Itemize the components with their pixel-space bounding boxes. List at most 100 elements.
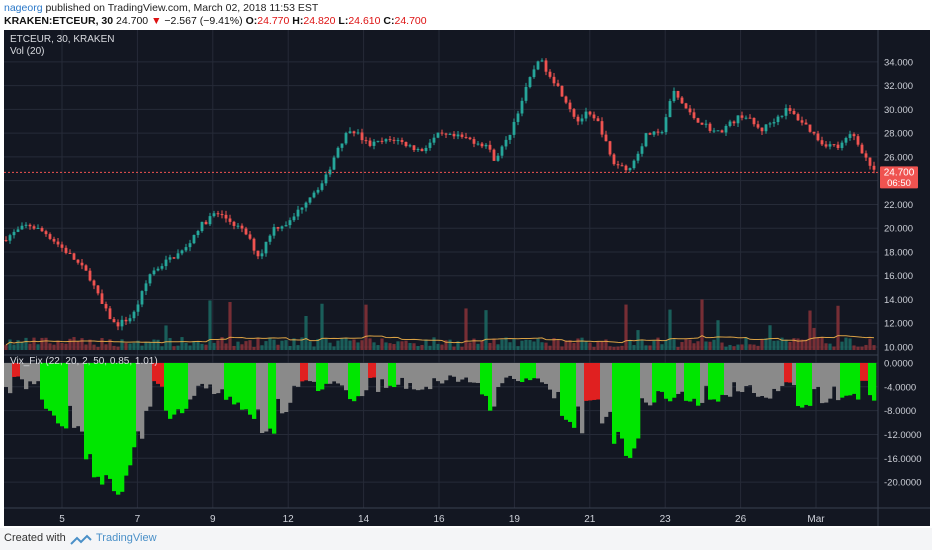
candle-body [716, 130, 720, 132]
candle-body [288, 220, 292, 226]
candle-body [348, 131, 352, 134]
candle-body [512, 121, 516, 135]
volume-bar [616, 346, 620, 350]
author-link[interactable]: nageorg [4, 2, 43, 14]
candle-body [316, 189, 320, 193]
vix-fix-bar [144, 362, 149, 411]
volume-bar [624, 304, 628, 350]
volume-bar [824, 343, 828, 350]
candle-body [412, 145, 416, 151]
candle-body [624, 165, 628, 171]
price-tick-label: 12.000 [884, 319, 913, 330]
vix-fix-bar [804, 362, 809, 405]
vix-fix-bar [784, 362, 789, 383]
vix-fix-bar [280, 362, 285, 414]
volume-bar [340, 338, 344, 350]
candle-body [292, 216, 296, 221]
vix-fix-bar [872, 362, 877, 401]
candle-body [508, 134, 512, 140]
vix-fix-bar [324, 362, 329, 384]
tradingview-brand[interactable]: TradingView [96, 532, 157, 544]
volume-bar [184, 342, 188, 350]
chart-canvas[interactable]: 34.00032.00030.00028.00026.00024.00022.0… [0, 0, 932, 528]
vix-fix-bar [452, 362, 457, 377]
vix-fix-bar [596, 362, 601, 400]
candle-body [48, 234, 52, 239]
candle-body [176, 253, 180, 259]
vix-fix-bar [604, 362, 609, 417]
volume-bar [416, 346, 420, 350]
candle-body [4, 240, 8, 242]
volume-bar [148, 341, 152, 350]
volume-bar [280, 340, 284, 350]
candle-body [172, 257, 176, 259]
vix-fix-bar [568, 362, 573, 422]
vix-fix-bar [304, 362, 309, 381]
candle-body [400, 140, 404, 142]
candle-body [160, 266, 164, 269]
candle-body [72, 253, 76, 260]
vix-fix-bar [36, 362, 41, 382]
time-axis[interactable]: 5 7 9 12 14 16 19 21 23 26 Mar [59, 514, 825, 525]
candle-body [668, 101, 672, 118]
vix-fix-bar [12, 362, 17, 377]
volume-moving-average [5, 335, 875, 346]
volume-bar [608, 346, 612, 350]
vix-fix-bar [712, 362, 717, 400]
volume-bar [44, 337, 48, 350]
indicator-axis[interactable]: 0.0000 -4.0000 -8.0000 -12.0000 -16.0000 -20.… [884, 358, 922, 488]
candle-body [372, 141, 376, 146]
vix-fix-bar [432, 362, 437, 379]
candle-body [132, 311, 136, 319]
vix-fix-bar [676, 362, 681, 394]
candle-body [436, 132, 440, 138]
vix-fix-bar [444, 362, 449, 381]
volume-bar [16, 340, 20, 350]
candle-body [460, 134, 464, 137]
high-value: 24.820 [303, 15, 336, 27]
volume-bar [456, 341, 460, 350]
volume-bar [316, 338, 320, 350]
indicator-tick-label: -16.0000 [884, 454, 922, 465]
candle-body [804, 122, 808, 125]
vix-fix-bar [524, 362, 529, 379]
candle-body [792, 110, 796, 115]
vix-fix-bar [652, 362, 657, 403]
candle-body [468, 137, 472, 140]
candle-body [156, 268, 160, 271]
volume-bar [520, 340, 524, 350]
bar-countdown-label: 06:50 [887, 178, 911, 189]
volume-bar [324, 338, 328, 350]
volume-bar [392, 344, 396, 350]
volume-bar [68, 338, 72, 350]
vix-fix-bar [608, 362, 613, 412]
vix-fix-bar [412, 362, 417, 390]
candle-body [56, 241, 60, 245]
price-axis[interactable]: 34.00032.00030.00028.00026.00024.00022.0… [884, 57, 913, 353]
candle-body [588, 111, 592, 115]
vix-fix-bar [856, 362, 861, 400]
volume-bar [404, 340, 408, 350]
candle-body [680, 97, 684, 104]
volume-bar [252, 346, 256, 350]
candle-body [212, 213, 216, 217]
candle-body [224, 214, 228, 219]
vix-fix-bar [616, 362, 621, 432]
volume-bar [760, 339, 764, 350]
volume-bar [748, 344, 752, 350]
vix-fix-bar [336, 362, 341, 384]
vix-fix-bar [808, 362, 813, 406]
vix-fix-bar [848, 362, 853, 396]
candle-body [284, 225, 288, 227]
volume-bar [272, 339, 276, 350]
vix-fix-bar [88, 362, 93, 455]
vix-fix-bar [824, 362, 829, 403]
candle-body [280, 226, 284, 229]
volume-bar [592, 346, 596, 350]
vix-fix-bar [264, 362, 269, 432]
volume-bar [584, 341, 588, 350]
volume-bar [260, 345, 264, 350]
vix-fix-bar [516, 362, 521, 382]
volume-bar [704, 341, 708, 350]
vix-fix-bar [116, 362, 121, 495]
